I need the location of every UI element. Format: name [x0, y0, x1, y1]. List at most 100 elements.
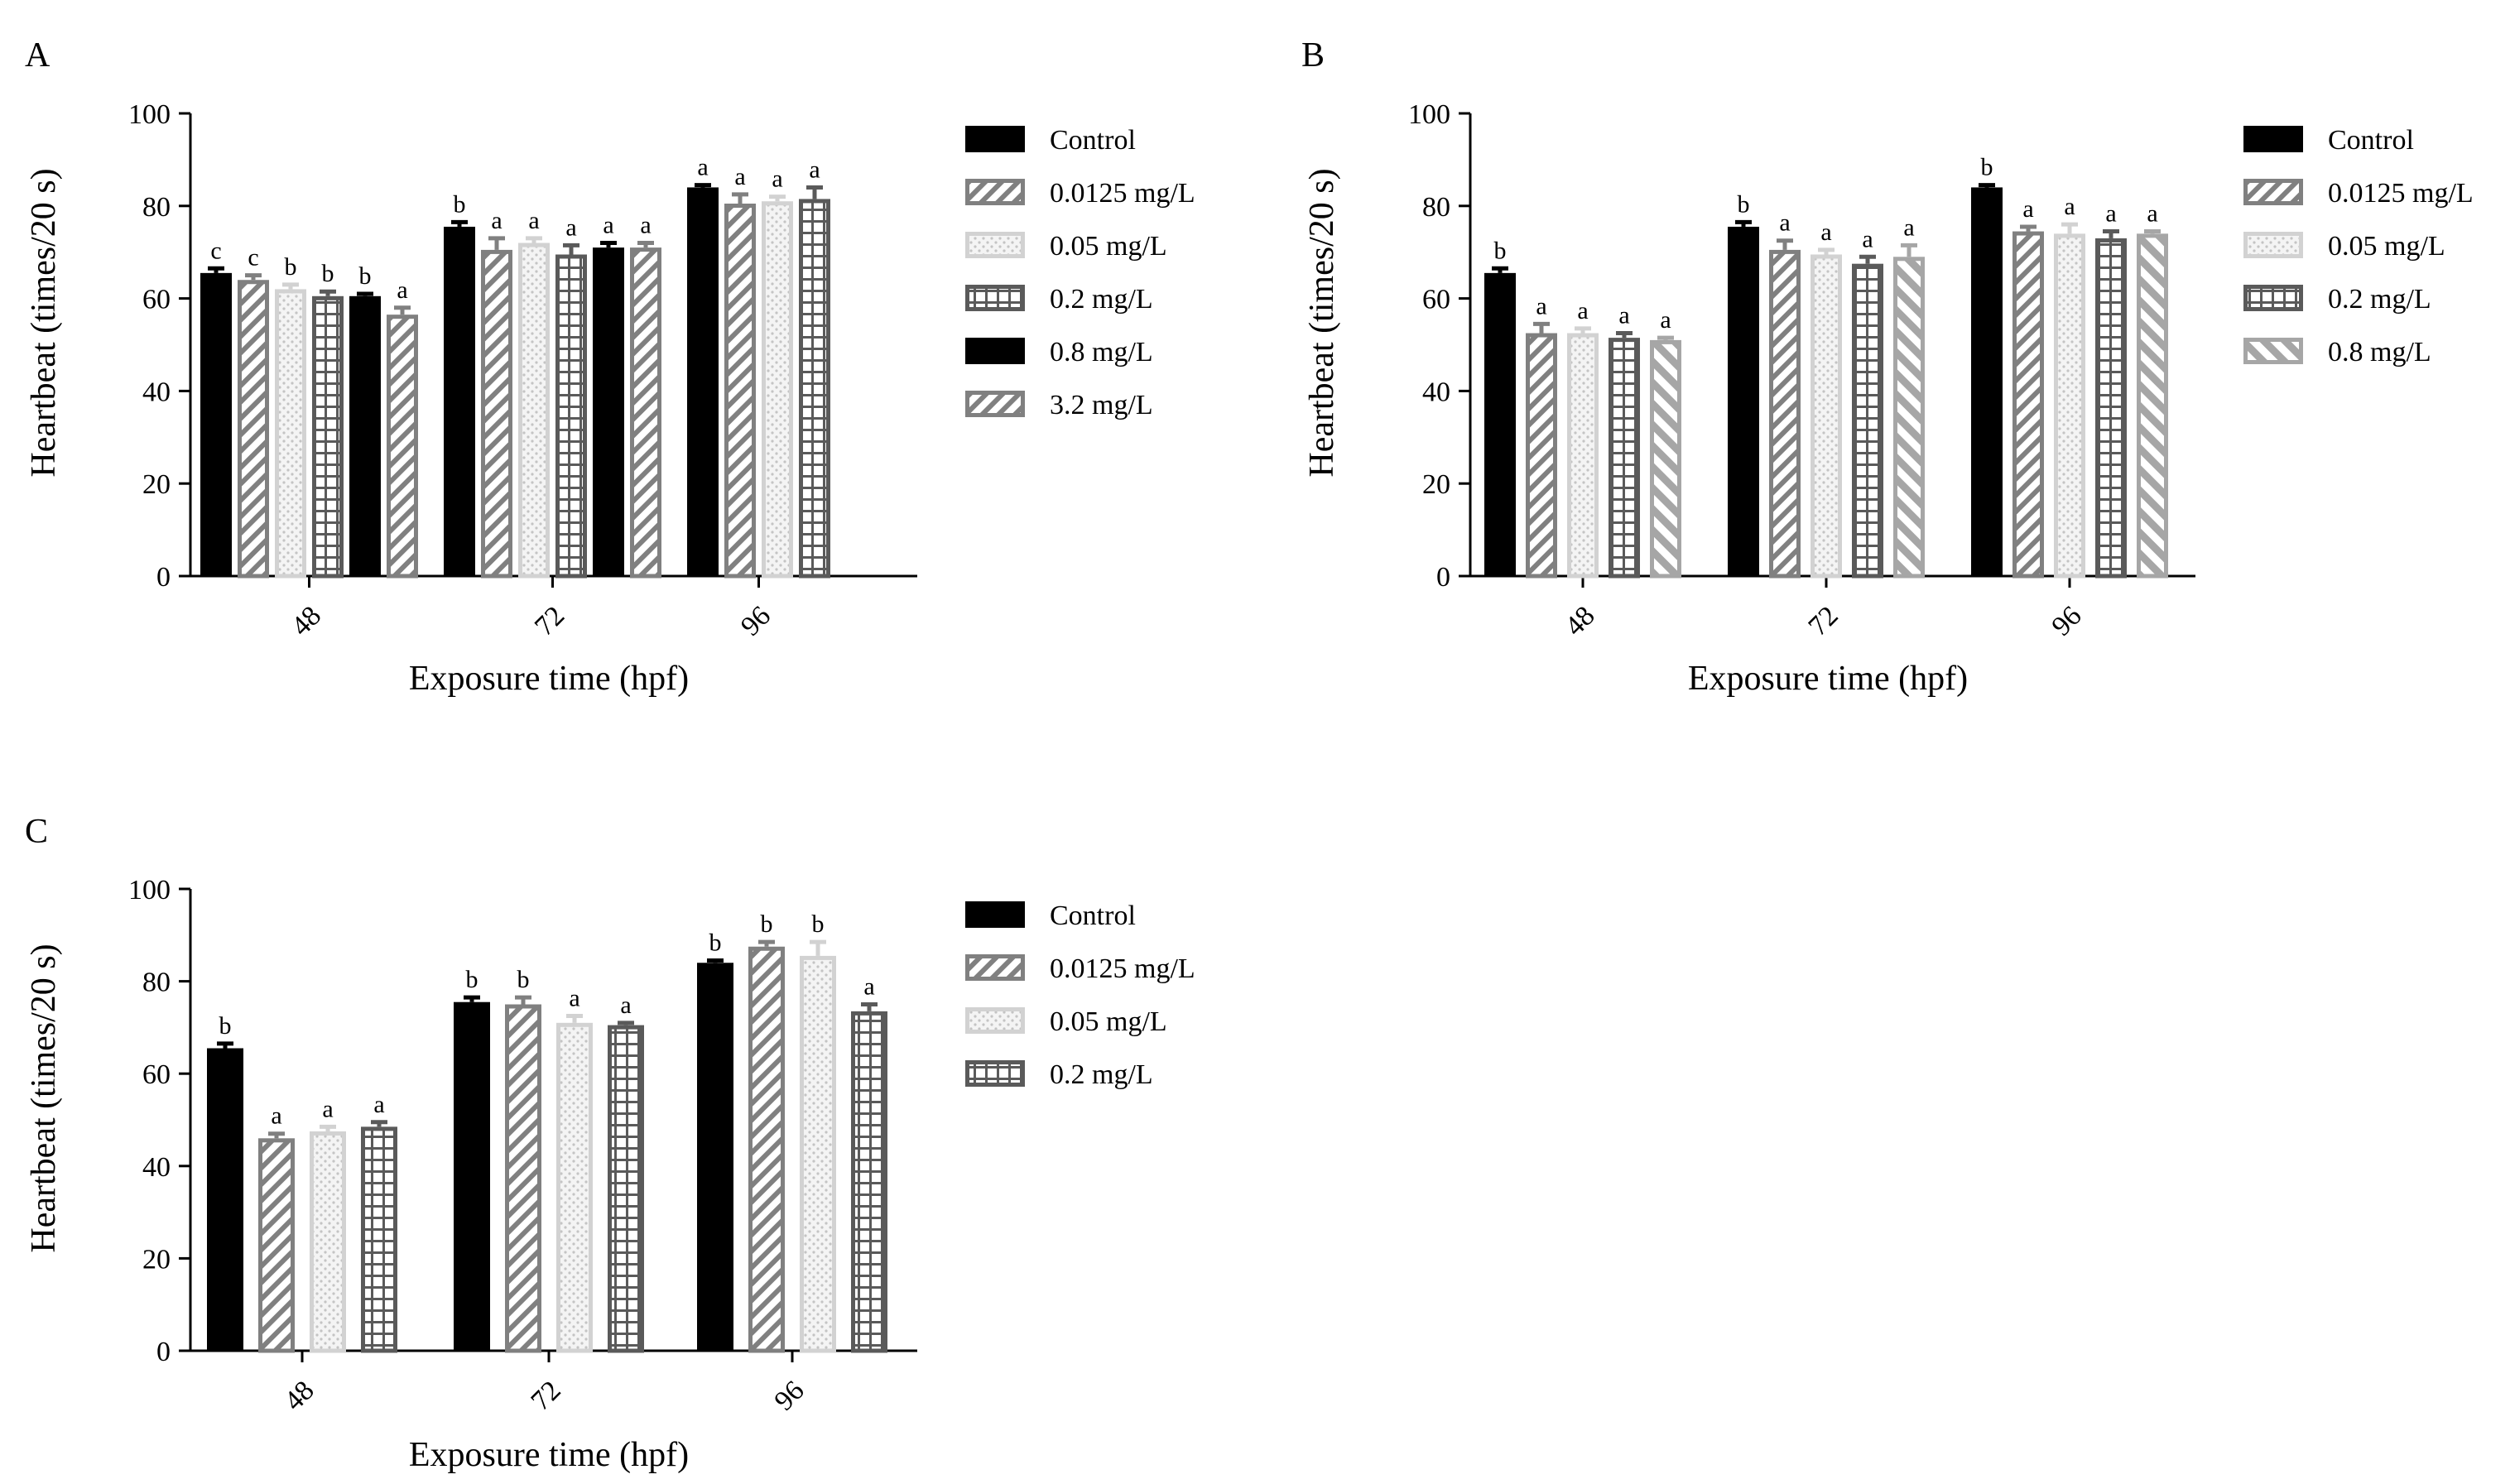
bar	[349, 295, 381, 577]
bar	[481, 249, 512, 579]
y-axis-title: Heartbeat (times/20 s)	[25, 168, 63, 477]
bar	[851, 1011, 887, 1353]
x-tick-label: 48	[278, 1375, 320, 1416]
y-tick-label: 0	[1436, 562, 1450, 593]
y-tick-label: 40	[142, 1152, 171, 1183]
y-tick-label: 60	[142, 285, 171, 315]
bar	[505, 1004, 541, 1353]
bar	[454, 1001, 490, 1352]
legend-label: 3.2 mg/L	[1050, 390, 1153, 420]
significance-label: a	[1660, 306, 1671, 334]
bar	[387, 315, 418, 579]
legend-label: 0.2 mg/L	[2328, 284, 2431, 315]
x-tick-label: 72	[1802, 600, 1844, 641]
significance-label: b	[709, 929, 722, 956]
bar	[1971, 187, 2003, 577]
y-tick-label: 80	[142, 192, 171, 223]
bar	[2012, 231, 2044, 579]
significance-label: a	[1618, 302, 1629, 329]
bar	[1484, 272, 1516, 577]
legend-swatch	[965, 338, 1025, 364]
y-tick-label: 20	[142, 469, 171, 500]
significance-label: a	[528, 207, 539, 234]
bars: b a a a a b a a a a b a a a a	[1484, 154, 2168, 579]
significance-label: b	[285, 253, 297, 281]
bar	[762, 201, 793, 579]
bar	[687, 187, 719, 577]
significance-label: a	[640, 212, 651, 239]
legend-swatch	[2243, 338, 2303, 364]
significance-label: a	[1536, 292, 1546, 319]
significance-label: a	[322, 1095, 333, 1122]
y-tick-label: 20	[142, 1244, 171, 1275]
x-tick-label: 48	[286, 600, 327, 641]
significance-label: b	[219, 1012, 232, 1040]
y-tick-label: 100	[1408, 99, 1450, 130]
y-tick-label: 40	[142, 377, 171, 407]
chart-panel-b: B 0 20 40 60 80 100 48 72 96 b a a a a b a a a a b a a a a Con…	[1301, 36, 2474, 698]
bars: b a a a b b a a b b b a	[207, 910, 887, 1353]
bar	[2054, 233, 2085, 579]
x-tick-label: 72	[525, 1375, 566, 1416]
bar	[207, 1048, 243, 1352]
x-axis-title: Exposure time (hpf)	[409, 1436, 689, 1474]
bar	[1650, 339, 1681, 579]
significance-label: a	[603, 212, 613, 239]
x-tick-label: 72	[529, 600, 570, 641]
x-tick-label: 96	[735, 600, 777, 641]
significance-label: a	[271, 1102, 281, 1130]
significance-label: a	[2022, 195, 2033, 223]
legend-label: 0.05 mg/L	[2328, 231, 2445, 262]
legend-label: Control	[1050, 125, 1136, 156]
significance-label: a	[491, 207, 502, 234]
bar	[2137, 233, 2168, 579]
legend-swatch	[965, 232, 1025, 258]
legend-swatch	[2243, 126, 2303, 152]
significance-label: a	[863, 973, 874, 1001]
legend-label: 0.2 mg/L	[1050, 1059, 1153, 1090]
y-tick-label: 100	[128, 875, 171, 905]
bar	[556, 1022, 593, 1353]
significance-label: c	[210, 237, 221, 264]
legend-swatch	[965, 1007, 1025, 1034]
y-axis-title: Heartbeat (times/20 s)	[1303, 168, 1341, 477]
legend-swatch	[965, 954, 1025, 981]
legend: Control 0.0125 mg/L 0.05 mg/L 0.2 mg/L 0.8 m…	[965, 125, 1195, 420]
y-tick-label: 100	[128, 99, 171, 130]
legend-label: 0.05 mg/L	[1050, 231, 1167, 262]
significance-label: a	[1903, 214, 1914, 241]
bar	[238, 280, 269, 579]
panel-label: C	[25, 813, 48, 851]
x-tick-label: 96	[768, 1375, 810, 1416]
legend-label: Control	[1050, 900, 1136, 931]
bar	[555, 254, 587, 579]
bar	[200, 272, 232, 577]
significance-label: b	[812, 910, 825, 938]
significance-label: a	[2105, 200, 2116, 228]
y-tick-label: 0	[156, 1337, 171, 1367]
x-axis-title: Exposure time (hpf)	[409, 660, 689, 698]
legend-swatch	[965, 285, 1025, 311]
bar	[724, 204, 756, 579]
significance-label: a	[565, 214, 576, 241]
significance-label: a	[2064, 193, 2075, 220]
bar	[748, 946, 785, 1353]
bar	[799, 199, 830, 579]
significance-label: a	[397, 276, 407, 304]
significance-label: b	[454, 190, 466, 218]
y-axis-title: Heartbeat (times/20 s)	[25, 944, 63, 1252]
bar	[608, 1025, 644, 1353]
y-tick-label: 0	[156, 562, 171, 593]
y-tick-label: 60	[142, 1059, 171, 1090]
legend-label: 0.0125 mg/L	[2328, 178, 2474, 209]
bar	[593, 247, 624, 577]
legend-label: 0.0125 mg/L	[1050, 178, 1195, 209]
legend-swatch	[2243, 179, 2303, 205]
legend-label: 0.05 mg/L	[1050, 1006, 1167, 1037]
legend-swatch	[965, 391, 1025, 417]
significance-label: a	[734, 163, 745, 190]
x-axis-title: Exposure time (hpf)	[1688, 660, 1968, 698]
significance-label: a	[772, 166, 782, 193]
